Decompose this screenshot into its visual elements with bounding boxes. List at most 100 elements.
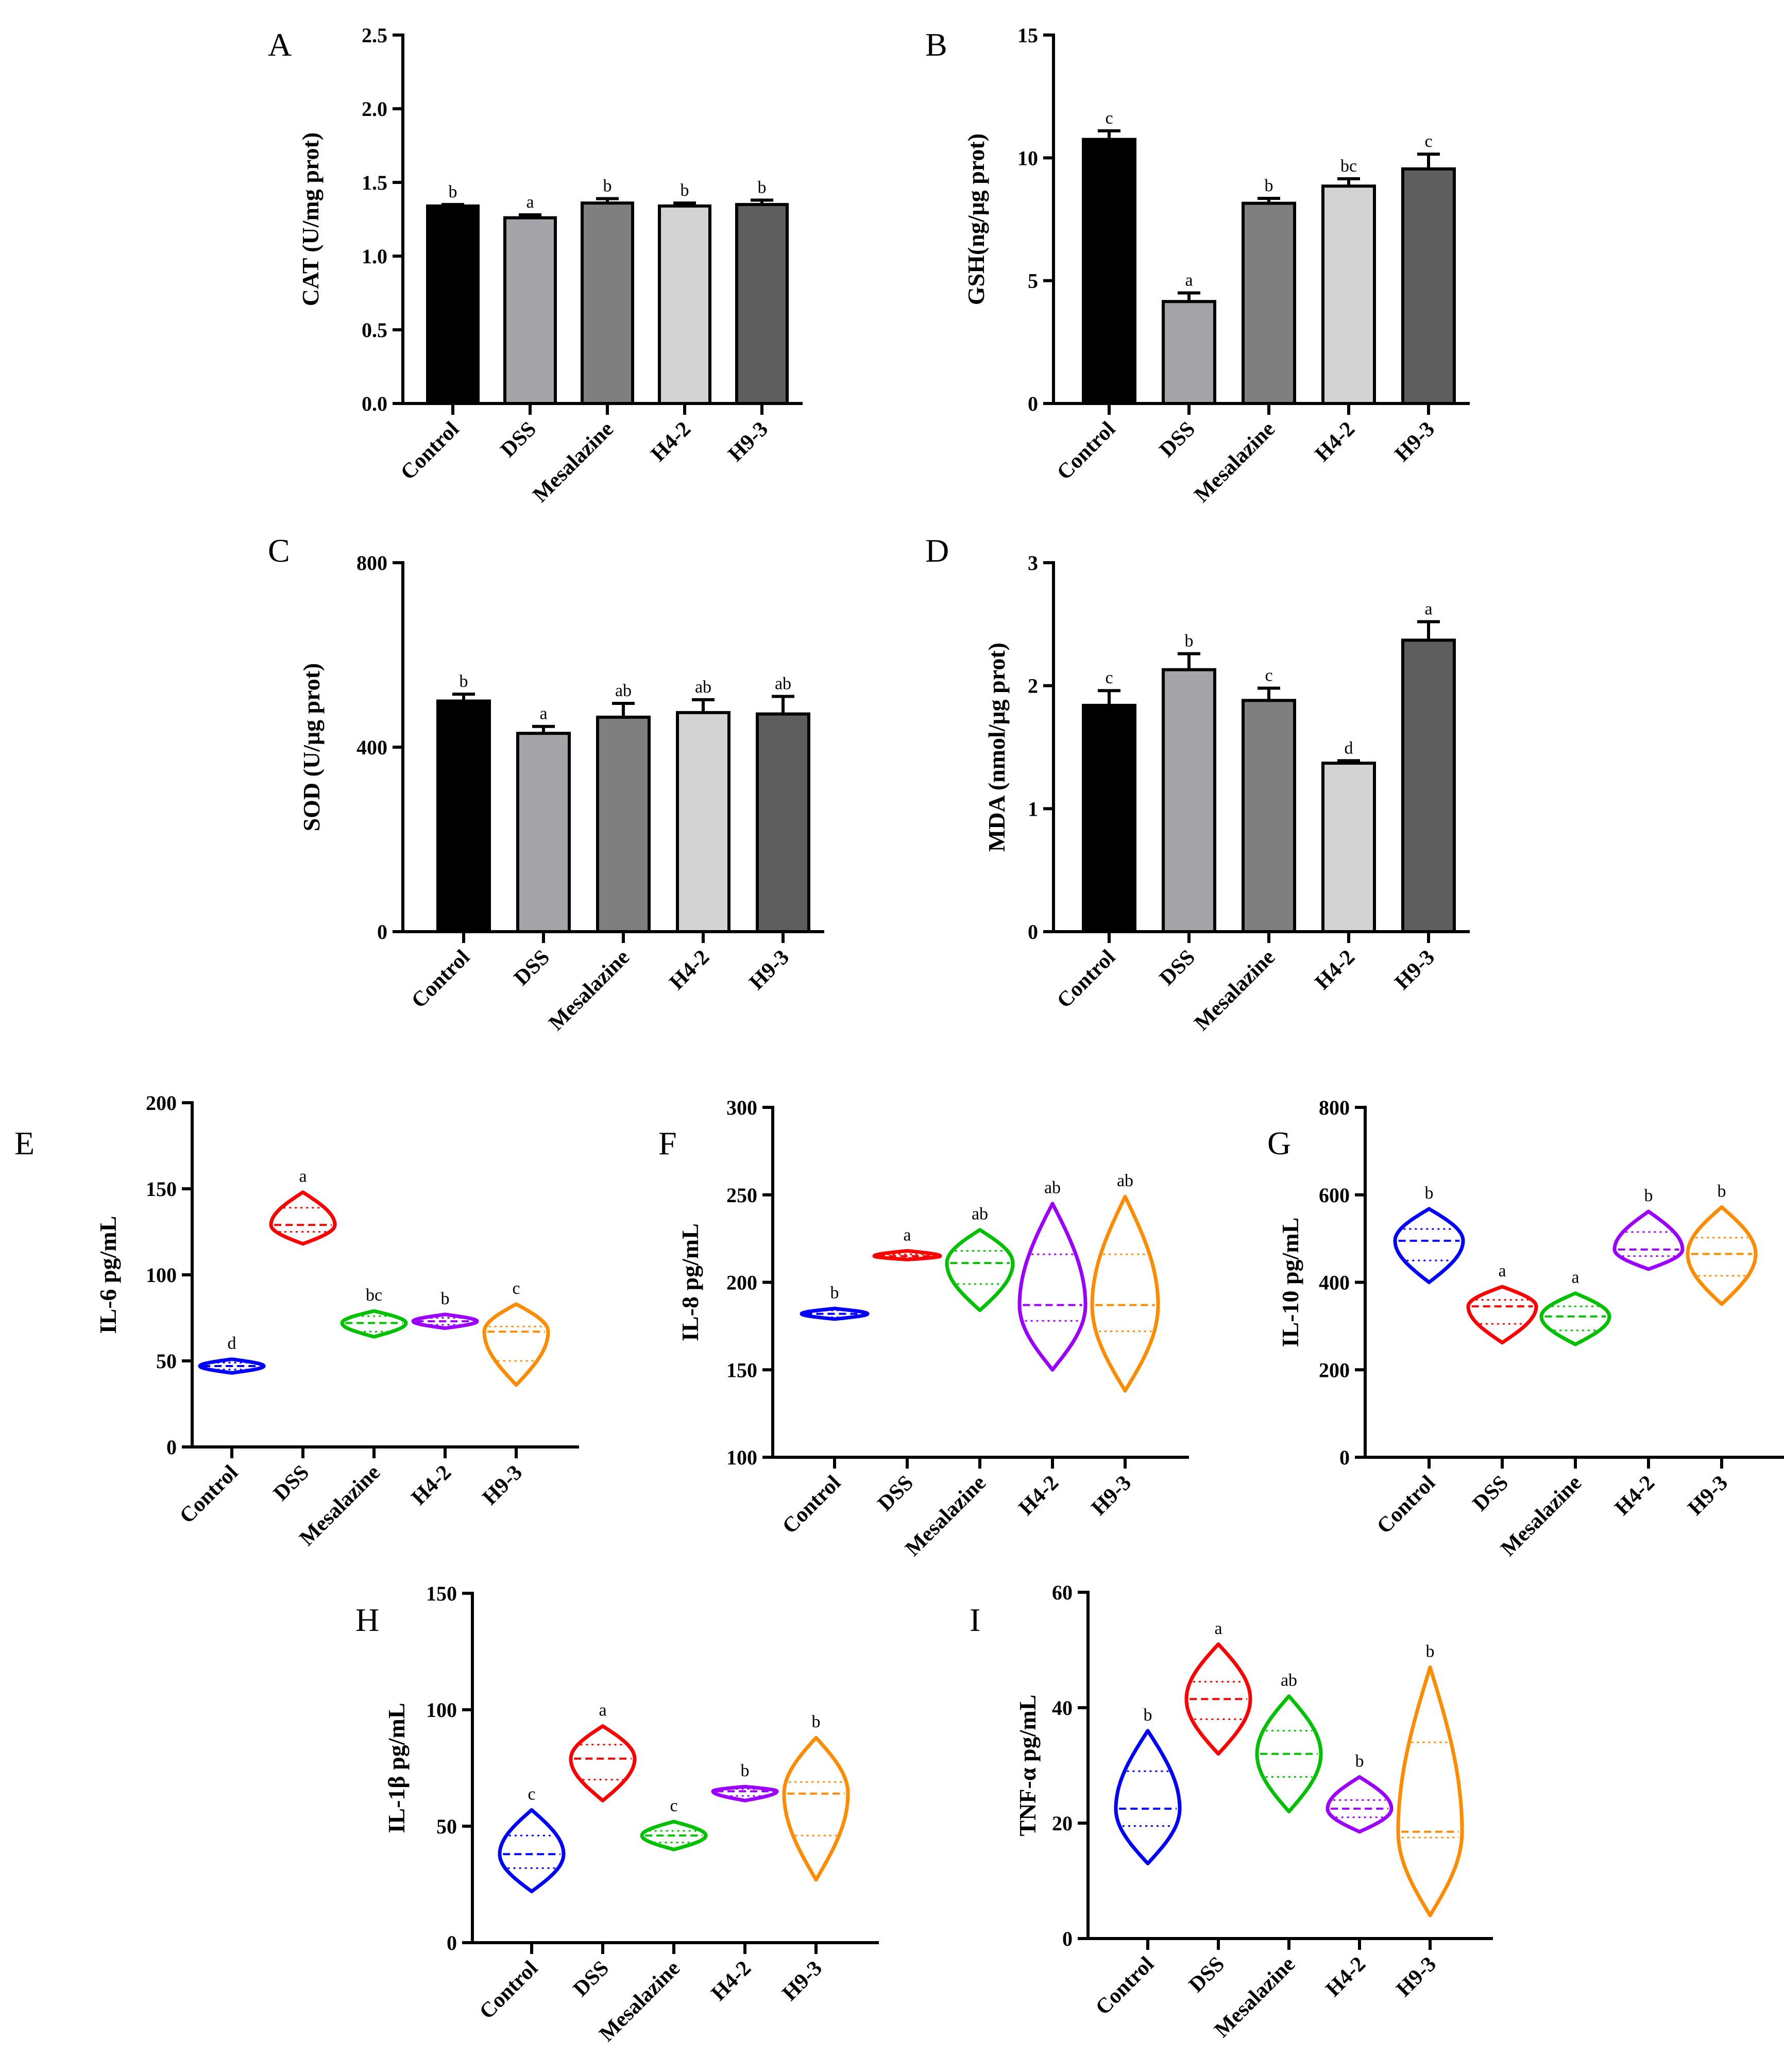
significance-letter: b [1265, 176, 1273, 195]
y-tick-label: 100 [426, 1698, 457, 1722]
y-tick-label: 0 [1339, 1446, 1350, 1469]
violin-mesalazine [1539, 1291, 1611, 1346]
y-tick-label: 50 [436, 1815, 457, 1838]
violin-h9-3 [1090, 1194, 1160, 1393]
panel-f: F 100 150 200 250 300 IL-8 pg/mL b Control a DSS ab… [658, 1096, 1189, 1561]
bar-control [426, 204, 480, 405]
y-tick-label: 600 [1319, 1184, 1350, 1207]
significance-letter: bc [366, 1286, 382, 1305]
x-tick-label: DSS [569, 1957, 614, 2001]
violin-h4-2 [1326, 1775, 1394, 1834]
significance-letter: b [1185, 632, 1194, 651]
bar-dss [516, 732, 571, 934]
y-tick-label: 1.0 [362, 245, 387, 268]
x-tick-label: DSS [1184, 1952, 1229, 1997]
significance-letter: a [903, 1225, 911, 1244]
significance-letter: b [758, 178, 767, 197]
bar-mesalazine [581, 201, 634, 405]
y-tick-label: 400 [1319, 1271, 1350, 1294]
x-tick-label: Mesalazine [1497, 1471, 1586, 1561]
y-tick-label: 20 [1052, 1812, 1073, 1835]
bar-h4-2 [676, 711, 730, 933]
x-tick-label: DSS [269, 1461, 314, 1506]
significance-letter: b [741, 1761, 750, 1780]
panel-c: C 0 400 800 SOD (U/μg prot) b Control a DSS ab Mes… [268, 532, 824, 1035]
x-tick-label: H4-2 [1610, 1471, 1659, 1520]
violin-dss [569, 1724, 637, 1803]
y-tick-label: 60 [1052, 1581, 1073, 1604]
significance-letter: c [1265, 666, 1272, 685]
x-tick-label: DSS [509, 946, 554, 990]
y-tick-label: 0 [166, 1436, 177, 1459]
significance-letter: b [830, 1283, 839, 1302]
y-tick-label: 150 [726, 1358, 757, 1382]
bar-h4-2 [1321, 762, 1376, 933]
significance-letter: b [1144, 1706, 1152, 1725]
x-tick-label: Mesalazine [1190, 946, 1280, 1035]
x-tick-label: H9-3 [1684, 1471, 1732, 1520]
significance-letter: a [299, 1167, 307, 1186]
significance-letter: ab [775, 675, 791, 694]
panel-b: B 0 5 10 15 GSH(ng/μg prot) c Control a DSS b Mesal… [925, 24, 1470, 507]
bar-h4-2 [658, 204, 711, 405]
x-tick-label: Mesalazine [529, 417, 618, 507]
x-tick-label: Control [1052, 417, 1120, 485]
y-tick-label: 150 [146, 1177, 177, 1201]
y-tick-label: 0 [447, 1931, 457, 1955]
panel-letter: C [268, 532, 290, 569]
bar-mesalazine [1242, 201, 1296, 405]
y-tick-label: 1.5 [362, 171, 387, 194]
x-tick-label: H4-2 [1311, 417, 1360, 466]
y-tick-label: 400 [356, 736, 387, 759]
x-tick-label: Control [1052, 946, 1120, 1013]
y-tick-label: 0.0 [362, 392, 387, 415]
significance-letter: b [460, 672, 468, 691]
significance-letter: b [1355, 1751, 1364, 1771]
x-tick-label: DSS [1155, 946, 1200, 990]
significance-letter: a [599, 1701, 606, 1720]
violin-h9-3 [1686, 1205, 1758, 1306]
bar-h9-3 [735, 203, 789, 405]
violin-mesalazine [945, 1228, 1015, 1312]
y-tick-label: 50 [156, 1350, 177, 1373]
significance-letter: c [512, 1279, 520, 1298]
y-tick-label: 200 [726, 1271, 757, 1294]
bar-h4-2 [1321, 184, 1376, 405]
violin-h4-2 [711, 1784, 779, 1803]
significance-letter: b [681, 181, 689, 200]
x-tick-label: H4-2 [707, 1957, 756, 2006]
x-tick-label: H4-2 [407, 1461, 456, 1510]
x-tick-label: H9-3 [1390, 946, 1439, 995]
significance-letter: b [812, 1712, 821, 1731]
x-tick-label: DSS [1155, 417, 1200, 462]
panel-letter: A [268, 26, 292, 63]
x-tick-label: H4-2 [1321, 1952, 1370, 2001]
y-axis-title: IL-8 pg/mL [677, 1223, 703, 1341]
significance-letter: d [228, 1334, 236, 1353]
panel-g: G 0 200 400 600 800 IL-10 pg/mL b Control a DSS a Me… [1267, 1096, 1784, 1561]
panel-d: D 0 1 2 3 MDA (nmol/μg prot) c Control b DSS c Mesa… [925, 532, 1470, 1035]
panel-letter: D [925, 532, 949, 569]
y-tick-label: 0 [377, 920, 387, 944]
bar-mesalazine [1242, 699, 1296, 933]
x-tick-label: Mesalazine [545, 946, 634, 1035]
violin-control [1114, 1729, 1182, 1865]
x-tick-label: H9-3 [724, 417, 773, 466]
y-axis-title: SOD (U/μg prot) [298, 663, 325, 832]
x-tick-label: H4-2 [665, 946, 714, 995]
violin-h9-3 [1396, 1665, 1464, 1917]
significance-letter: b [441, 1289, 450, 1308]
panel-letter: F [658, 1125, 677, 1161]
y-tick-label: 5 [1028, 269, 1038, 293]
bar-dss [1162, 300, 1216, 406]
panel-a: A 0.0 0.5 1.0 1.5 2.0 2.5 CAT (U/mg prot) b Contr… [268, 24, 803, 507]
y-axis-title: GSH(ng/μg prot) [963, 133, 989, 305]
significance-letter: a [1571, 1268, 1579, 1287]
panel-letter: H [355, 1602, 379, 1638]
x-tick-label: Control [396, 417, 464, 485]
x-tick-label: H9-3 [478, 1461, 527, 1510]
x-tick-label: Mesalazine [1190, 417, 1280, 507]
